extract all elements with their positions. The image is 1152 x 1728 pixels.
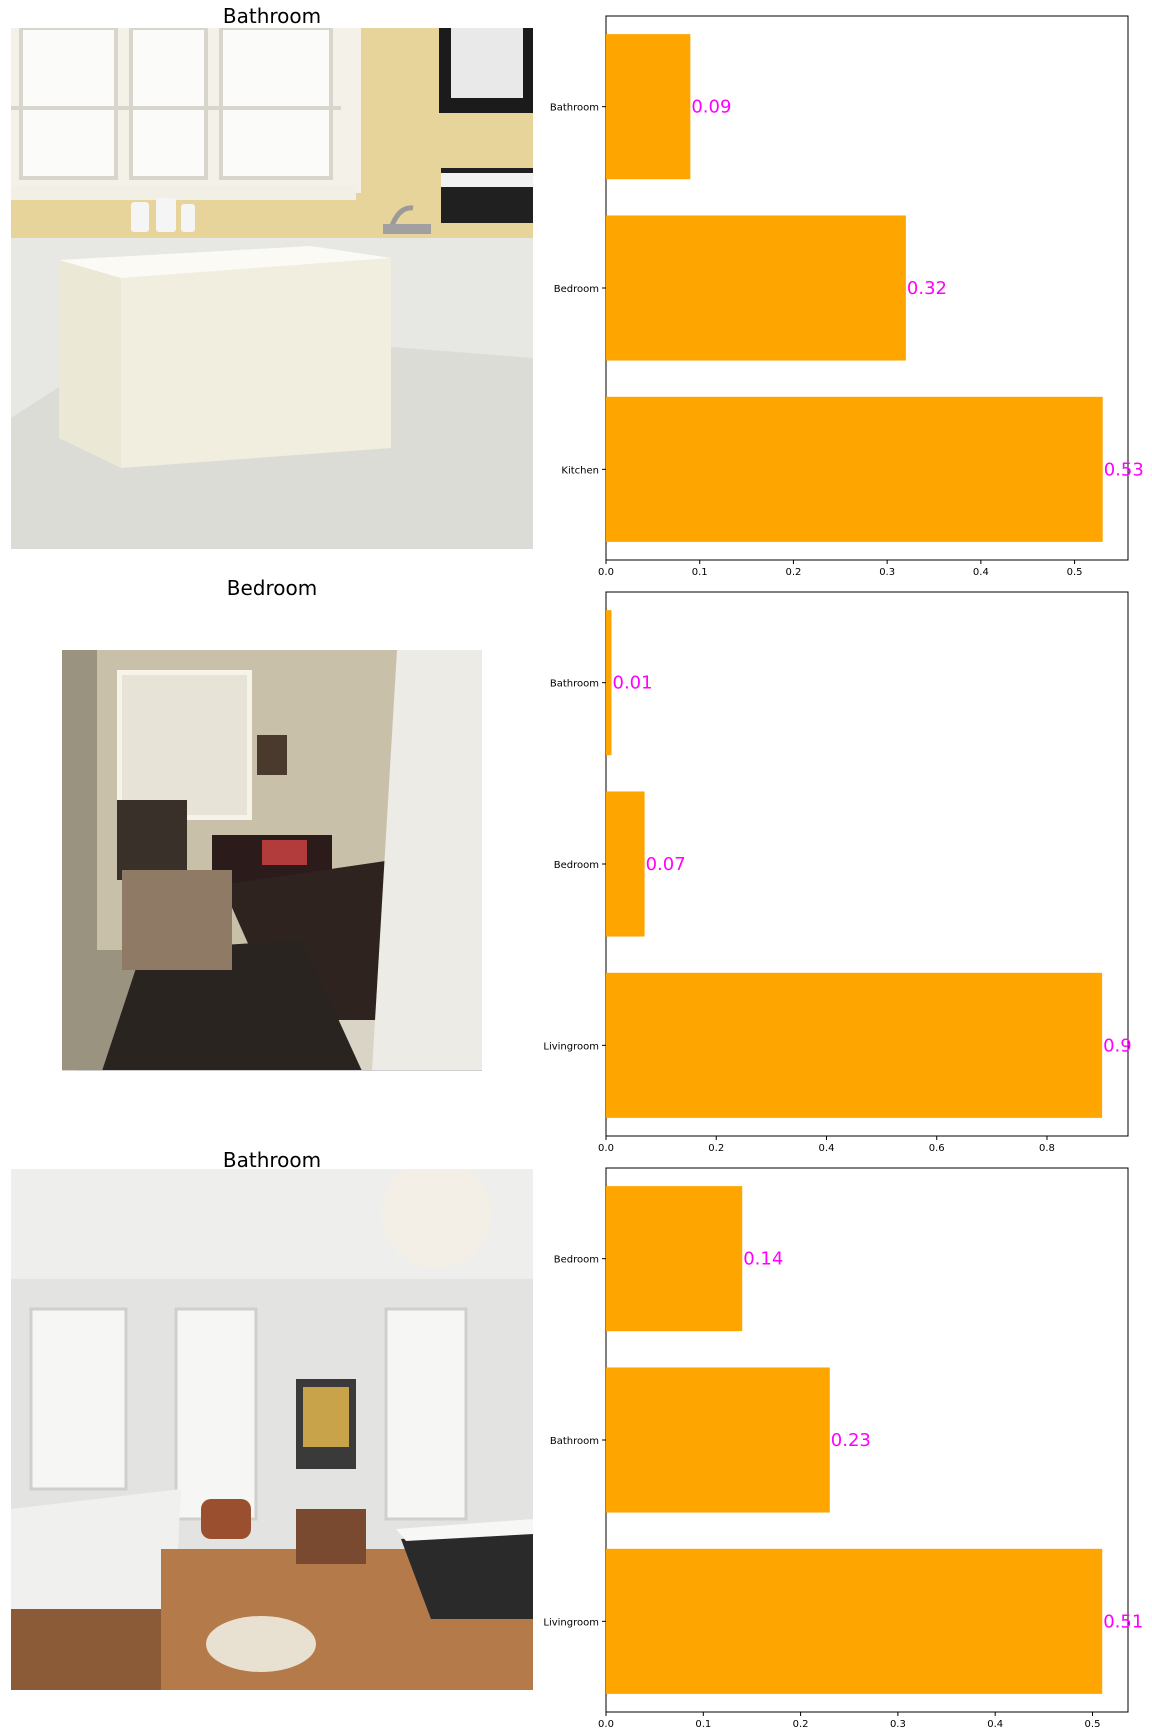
x-tick-label: 0.2 — [793, 1719, 809, 1728]
photo-title: Bathroom — [222, 1148, 322, 1172]
prediction-row: Bathroom Kitchen 0.53 Bedroom 0 — [0, 0, 1152, 576]
x-tick-label: 0.3 — [879, 567, 895, 576]
bar — [606, 791, 645, 937]
x-tick-label: 0.1 — [692, 567, 708, 576]
data-label: 0.07 — [646, 854, 686, 875]
y-tick-label: Bathroom — [550, 679, 599, 690]
bathroom-scene-image — [11, 1169, 533, 1690]
data-label: 0.09 — [691, 97, 731, 118]
probability-bar-chart: Livingroom 0.9 Bedroom 0.07 Bathroom 0.01 0.0 0… — [543, 591, 1132, 1152]
bar — [606, 34, 691, 180]
x-tick-label: 0.3 — [890, 1719, 906, 1728]
bar — [606, 396, 1103, 542]
bar — [606, 215, 906, 361]
probability-bar-chart: Kitchen 0.53 Bedroom 0.32 Bathroom 0.09 0.0 0.1… — [550, 15, 1144, 576]
prediction-row: Bathroom Livingroom 0.51 Bathroom 0.23 Bedro… — [0, 1148, 1152, 1728]
x-tick-label: 0.4 — [819, 1143, 835, 1152]
photo-title: Bedroom — [226, 576, 318, 600]
bar — [606, 1548, 1103, 1694]
x-tick-label: 0.6 — [929, 1143, 945, 1152]
x-tick-label: 0.5 — [1085, 1719, 1101, 1728]
y-tick-label: Bedroom — [554, 284, 599, 295]
livingroom-photo — [11, 1169, 533, 1690]
bedroom-photo — [62, 650, 482, 1071]
x-tick-label: 0.0 — [598, 1719, 614, 1728]
photo-title: Bathroom — [222, 4, 322, 28]
x-tick-label: 0.1 — [695, 1719, 711, 1728]
data-label: 0.51 — [1103, 1611, 1143, 1632]
data-label: 0.9 — [1103, 1035, 1132, 1056]
bar — [606, 610, 612, 756]
data-label: 0.14 — [743, 1249, 783, 1270]
x-tick-label: 0.5 — [1067, 567, 1083, 576]
y-tick-label: Livingroom — [543, 1041, 599, 1052]
bar — [606, 972, 1103, 1118]
x-tick-label: 0.4 — [973, 567, 989, 576]
y-tick-label: Kitchen — [561, 465, 599, 476]
x-tick-label: 0.2 — [708, 1143, 724, 1152]
x-tick-label: 0.0 — [598, 567, 614, 576]
data-label: 0.01 — [613, 673, 653, 694]
x-tick-label: 0.2 — [785, 567, 801, 576]
y-tick-label: Livingroom — [543, 1617, 599, 1628]
x-tick-label: 0.8 — [1039, 1143, 1055, 1152]
bar — [606, 1186, 743, 1332]
y-tick-label: Bathroom — [550, 1436, 599, 1447]
data-label: 0.23 — [831, 1430, 871, 1451]
y-tick-label: Bedroom — [554, 1255, 599, 1266]
x-tick-label: 0.0 — [598, 1143, 614, 1152]
prediction-row: Bedroom Livingroom 0.9 Bedroom 0.07 Bathroom… — [0, 576, 1152, 1152]
x-tick-label: 0.4 — [987, 1719, 1003, 1728]
bedroom-scene-image — [62, 650, 482, 1071]
probability-bar-chart: Livingroom 0.51 Bathroom 0.23 Bedroom 0.14 0.0… — [543, 1167, 1143, 1728]
y-tick-label: Bedroom — [554, 860, 599, 871]
y-tick-label: Bathroom — [550, 103, 599, 114]
bathroom-photo — [11, 28, 533, 549]
bar — [606, 1367, 830, 1513]
bathtub-scene-image — [11, 28, 533, 549]
data-label: 0.53 — [1104, 459, 1144, 480]
data-label: 0.32 — [907, 278, 947, 299]
